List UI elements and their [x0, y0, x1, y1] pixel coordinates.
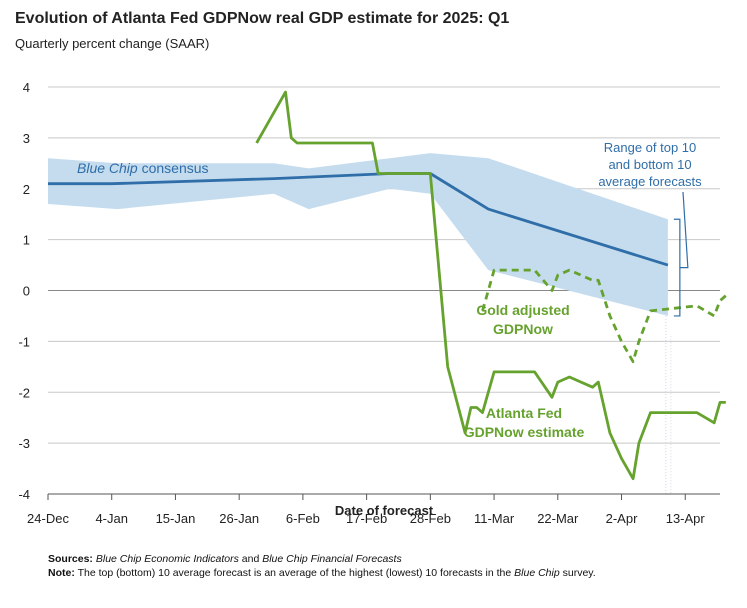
x-tick-label-6: 28-Feb	[410, 511, 451, 526]
chart-footer: Sources: Blue Chip Economic Indicators a…	[48, 552, 738, 580]
range-leader-line	[679, 191, 689, 269]
label-blue-chip-consensus: Blue Chip consensus	[77, 160, 209, 176]
sources-text-b: Blue Chip Financial Forecasts	[262, 553, 402, 565]
y-tick-label-6: -2	[18, 385, 30, 400]
label-range-line-0: Range of top 10	[604, 140, 697, 155]
y-tick-label-0: 4	[23, 80, 30, 95]
x-tick-label-2: 15-Jan	[156, 511, 196, 526]
label-range-line-2: average forecasts	[598, 174, 702, 189]
sources-label: Sources:	[48, 553, 93, 565]
note-label: Note:	[48, 567, 75, 579]
x-tick-label-9: 2-Apr	[606, 511, 638, 526]
x-tick-label-4: 6-Feb	[286, 511, 320, 526]
y-tick-label-7: -3	[18, 436, 30, 451]
x-tick-label-10: 13-Apr	[666, 511, 706, 526]
y-tick-label-4: 0	[23, 284, 30, 299]
series-line-1	[255, 90, 726, 481]
y-tick-label-5: -1	[18, 334, 30, 349]
chart-subtitle: Quarterly percent change (SAAR)	[15, 36, 210, 51]
x-tick-label-5: 17-Feb	[346, 511, 387, 526]
range-band	[48, 153, 668, 316]
note-italic: Blue Chip	[514, 567, 560, 579]
label-gdpnow-line-0: Atlanta Fed	[486, 405, 562, 421]
sources-and: and	[238, 553, 263, 565]
y-tick-label-3: 1	[23, 233, 30, 248]
x-tick-label-1: 4-Jan	[95, 511, 128, 526]
label-gold-line-0: Gold adjusted	[476, 302, 569, 318]
x-axis-title: Date of forecast	[335, 503, 434, 518]
note-text-a: The top (bottom) 10 average forecast is …	[74, 567, 515, 579]
x-tick-label-7: 11-Mar	[474, 511, 515, 526]
label-gdpnow-line-1: GDPNow estimate	[464, 424, 585, 440]
series-line-2	[481, 268, 727, 364]
label-range-line-1: and bottom 10	[608, 157, 691, 172]
note-line: Note: The top (bottom) 10 average foreca…	[48, 566, 738, 580]
note-text-b: survey.	[559, 567, 596, 579]
label-blue-chip-italic: Blue Chip	[77, 160, 138, 176]
label-gold-line-1: GDPNow	[493, 321, 553, 337]
y-tick-label-1: 3	[23, 131, 30, 146]
sources-line: Sources: Blue Chip Economic Indicators a…	[48, 552, 738, 566]
y-tick-label-8: -4	[18, 487, 30, 502]
x-tick-label-3: 26-Jan	[219, 511, 259, 526]
sources-text-a: Blue Chip Economic Indicators	[95, 553, 239, 565]
range-bracket	[673, 218, 681, 317]
y-tick-label-2: 2	[23, 182, 30, 197]
gdpnow-chart: 4 3 2 1 0 -1 -2 -3 -4 24-Dec 4-Jan 15-Jan 26-Jan 6-Fe…	[18, 80, 727, 526]
x-tick-label-0: 24-Dec	[27, 511, 69, 526]
chart-title: Evolution of Atlanta Fed GDPNow real GDP…	[15, 10, 510, 27]
x-tick-label-8: 22-Mar	[537, 511, 579, 526]
label-consensus: consensus	[138, 160, 209, 176]
